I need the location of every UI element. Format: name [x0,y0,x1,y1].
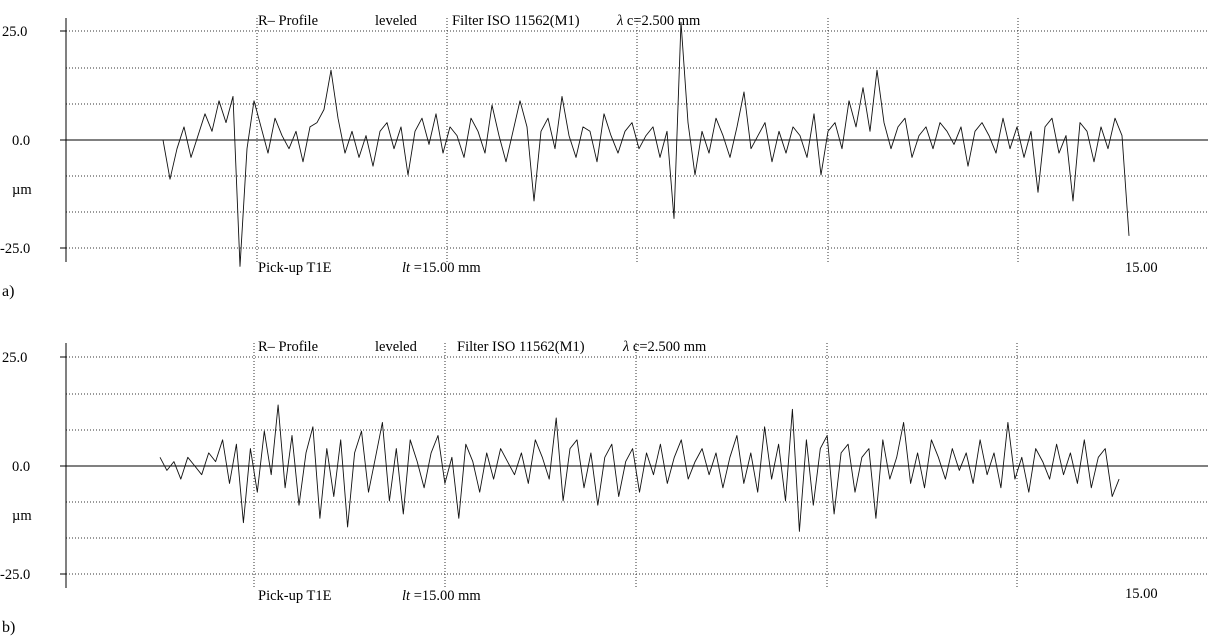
panel-a-unit-label: µm [12,182,32,198]
panel-a-title-profile: R– Profile [258,13,318,29]
panel-a-title: R– Profile leveled Filter ISO 11562(M1) … [258,13,701,29]
panel-b-title-lambda: λ [622,339,629,355]
panel-b-letter: b) [2,619,15,636]
panel-b-ytick-label: 0.0 [12,459,30,475]
panel-b-title-mode: leveled [375,339,418,355]
panel-a-grid [66,18,1208,262]
panel-b-footer: Pick-up T1E lt =15.00 mm [258,588,481,604]
panel-a-title-cutoff: c=2.500 mm [627,13,701,29]
panel-a-title-lambda: λ [616,13,623,29]
panel-b-title-profile: R– Profile [258,339,318,355]
panel-a-ytick-label: 0.0 [12,133,30,149]
panel-b-profile-line [159,404,1120,532]
panel-a: 25.0 0.0 µm -25.0 R– Profile leveled Fil… [0,13,1208,300]
panel-a-title-mode: leveled [375,13,418,29]
panel-a-x-end-label: 15.00 [1125,260,1158,276]
panel-b-grid [66,343,1208,588]
panel-b-footer-pickup: Pick-up T1E [258,588,332,604]
panel-a-footer-lt-symbol: lt [402,260,411,276]
panel-b-footer-lt-value: =15.00 mm [414,588,482,604]
panel-b-footer-lt-symbol: lt [402,588,411,604]
panel-b-ytick-label: 25.0 [2,350,27,366]
panel-b-title-cutoff: c=2.500 mm [633,339,707,355]
panel-b-title-filter: Filter ISO 11562(M1) [457,339,585,355]
panel-a-title-filter: Filter ISO 11562(M1) [452,13,580,29]
panel-b: 25.0 0.0 µm -25.0 R– Profile leveled Fil… [0,339,1208,636]
panel-a-letter: a) [2,283,14,300]
panel-a-footer-pickup: Pick-up T1E [258,260,332,276]
panel-a-profile-line [162,21,1130,267]
panel-a-footer: Pick-up T1E lt =15.00 mm [258,260,481,276]
panel-a-ytick-label: -25.0 [0,241,30,257]
panel-b-ytick-label: -25.0 [0,567,30,583]
panel-b-title: R– Profile leveled Filter ISO 11562(M1) … [258,339,707,355]
panel-a-footer-lt-value: =15.00 mm [414,260,482,276]
panel-b-unit-label: µm [12,508,32,524]
panel-a-ytick-label: 25.0 [2,24,27,40]
panel-b-x-end-label: 15.00 [1125,586,1158,602]
